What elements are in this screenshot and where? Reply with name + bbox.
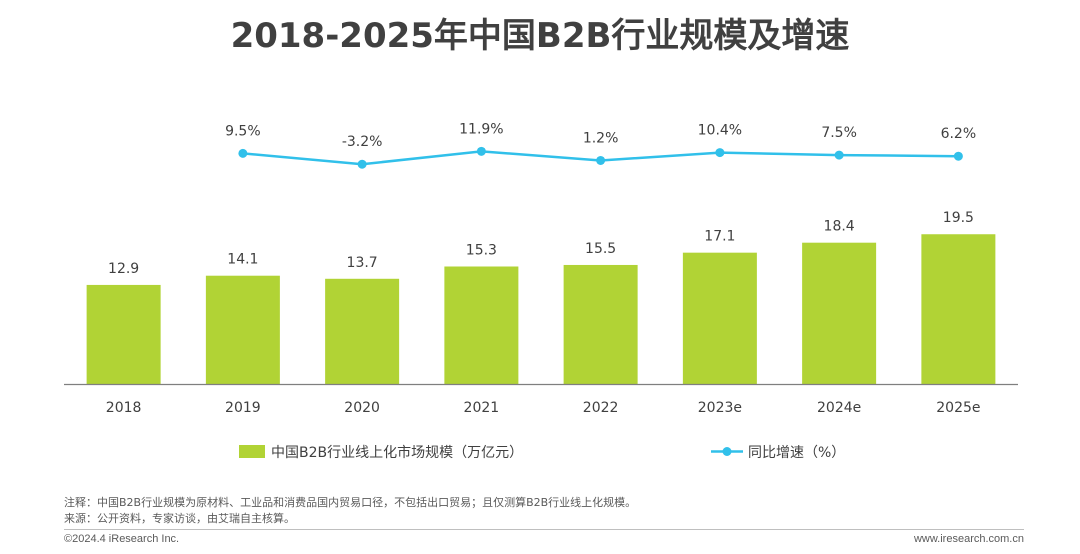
bar-label-2021: 15.3 <box>466 242 497 258</box>
x-tick-2021: 2021 <box>464 400 500 416</box>
bar-label-2020: 13.7 <box>347 255 378 271</box>
x-tick-2020: 2020 <box>344 400 380 416</box>
x-tick-2018: 2018 <box>106 400 142 416</box>
bars-layer: 12.9 14.1 13.7 15.3 15.5 17.1 18.4 19.5 <box>86 210 996 384</box>
bar-2024e <box>802 242 877 384</box>
bar-2022 <box>563 264 638 384</box>
growth-label-2019: 9.5% <box>225 123 261 139</box>
footer-divider <box>64 529 1024 530</box>
bar-2018 <box>86 284 161 384</box>
growth-label-2022: 1.2% <box>583 130 619 146</box>
axis-layer: 2018 2019 2020 2021 2022 2023e 2024e 2025e <box>64 383 1018 416</box>
legend-bar-label: 中国B2B行业线上化市场规模（万亿元） <box>271 444 523 461</box>
growth-point-2021 <box>476 146 486 156</box>
growth-point-2020 <box>357 159 367 169</box>
chart-title: 2018-2025年中国B2B行业规模及增速 <box>230 16 850 56</box>
bar-label-2019: 14.1 <box>227 252 258 268</box>
bar-label-2022: 15.5 <box>585 241 616 257</box>
x-tick-2025e: 2025e <box>936 400 980 416</box>
x-tick-2024e: 2024e <box>817 400 861 416</box>
line-layer: 9.5% -3.2% 11.9% 1.2% 10.4% 7.5% 6.2% <box>225 121 977 169</box>
growth-point-2024e <box>834 150 844 160</box>
x-tick-2022: 2022 <box>583 400 619 416</box>
chart-source: 来源：公开资料，专家访谈，由艾瑞自主核算。 <box>64 512 295 525</box>
bar-label-2025e: 19.5 <box>943 210 974 226</box>
legend-bar-swatch <box>239 445 265 458</box>
legend-line-label: 同比增速（%） <box>748 445 845 461</box>
growth-point-2019 <box>238 148 248 158</box>
bar-label-2023e: 17.1 <box>704 229 735 245</box>
legend-line-marker <box>722 447 732 456</box>
copyright-text: ©2024.4 iResearch Inc. <box>64 533 180 545</box>
bar-2023e <box>682 252 757 384</box>
growth-label-2024e: 7.5% <box>821 125 857 141</box>
legend-layer: 中国B2B行业线上化市场规模（万亿元） 同比增速（%） <box>239 444 845 461</box>
growth-point-2023e <box>715 148 725 158</box>
website-text: www.iresearch.com.cn <box>913 533 1024 545</box>
growth-point-2025e <box>953 151 963 161</box>
growth-label-2020: -3.2% <box>342 134 383 150</box>
bar-label-2018: 12.9 <box>108 261 139 277</box>
bar-label-2024e: 18.4 <box>824 219 855 235</box>
bar-2019 <box>205 275 280 384</box>
growth-label-2025e: 6.2% <box>941 126 977 142</box>
x-tick-2019: 2019 <box>225 400 261 416</box>
bar-2020 <box>325 278 400 384</box>
growth-label-2021: 11.9% <box>459 121 503 137</box>
x-tick-2023e: 2023e <box>698 400 742 416</box>
bar-2021 <box>444 266 519 384</box>
bar-2025e <box>921 234 996 384</box>
chart-note: 注释：中国B2B行业规模为原材料、工业品和消费品国内贸易口径，不包括出口贸易；且… <box>64 496 637 509</box>
growth-label-2023e: 10.4% <box>698 123 742 139</box>
growth-point-2022 <box>596 155 606 165</box>
